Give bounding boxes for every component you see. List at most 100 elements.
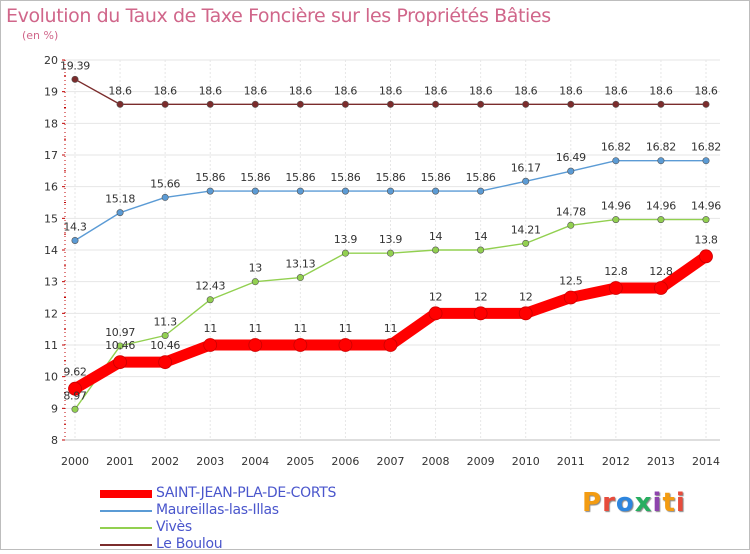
data-point — [158, 355, 173, 370]
y-tick-label: 13 — [44, 276, 58, 289]
data-label: 15.86 — [466, 171, 496, 184]
data-label: 14.21 — [511, 223, 541, 236]
legend-label: SAINT-JEAN-PLA-DE-CORTS — [156, 485, 337, 501]
data-point — [477, 246, 485, 254]
data-label: 15.86 — [330, 171, 360, 184]
x-tick-label: 2005 — [286, 455, 314, 468]
data-label: 19.39 — [60, 59, 90, 72]
y-tick-label: 20 — [44, 54, 58, 67]
legend-label: Maureillas-las-Illas — [156, 502, 279, 518]
data-point — [702, 216, 710, 224]
data-point — [341, 187, 349, 195]
data-point — [654, 281, 668, 295]
data-point — [657, 216, 665, 224]
data-label: 12 — [519, 290, 532, 303]
y-tick-label: 19 — [44, 86, 58, 99]
data-label: 14 — [429, 230, 443, 243]
x-tick-label: 2010 — [512, 455, 540, 468]
data-point — [432, 100, 440, 108]
legend-swatch-vives — [100, 527, 152, 529]
data-point — [341, 100, 349, 108]
x-tick-label: 2003 — [196, 455, 224, 468]
data-point — [386, 249, 394, 257]
y-tick-label: 14 — [44, 244, 58, 257]
y-tick-label: 9 — [51, 402, 58, 415]
y-tick-label: 11 — [44, 339, 58, 352]
data-label: 11 — [249, 322, 262, 335]
data-point — [161, 100, 169, 108]
proxiti-logo: Proxiti — [582, 488, 686, 518]
data-label: 13 — [249, 262, 263, 275]
data-point — [699, 249, 713, 264]
data-point — [338, 338, 353, 352]
x-tick-label: 2007 — [377, 455, 405, 468]
data-label: 14.78 — [556, 205, 586, 218]
data-label: 12.8 — [604, 265, 628, 278]
x-tick-label: 2001 — [106, 455, 134, 468]
data-label: 18.6 — [559, 84, 583, 97]
data-label: 18.6 — [424, 84, 448, 97]
data-point — [702, 157, 710, 165]
data-point — [113, 355, 127, 370]
data-point — [206, 296, 214, 304]
x-tick-label: 2013 — [647, 455, 675, 468]
data-point — [473, 306, 488, 321]
data-label: 16.82 — [601, 141, 631, 154]
data-point — [116, 100, 124, 108]
data-label: 16.82 — [691, 141, 721, 154]
data-label: 13.9 — [379, 233, 403, 246]
data-point — [206, 187, 214, 195]
data-label: 15.66 — [150, 177, 180, 190]
chart-subtitle: (en %) — [22, 29, 59, 42]
data-point — [251, 278, 259, 286]
x-tick-label: 2011 — [557, 455, 585, 468]
data-label: 12 — [429, 290, 442, 303]
data-point — [296, 274, 304, 282]
data-label: 12 — [474, 290, 487, 303]
data-point — [116, 209, 124, 217]
data-label: 12.43 — [195, 280, 225, 293]
data-point — [71, 237, 79, 245]
data-label: 15.86 — [240, 171, 270, 184]
data-point — [206, 100, 214, 108]
chart-title: Evolution du Taux de Taxe Foncière sur l… — [6, 5, 551, 27]
data-point — [428, 306, 443, 321]
y-tick-label: 8 — [51, 434, 58, 447]
data-label: 13.13 — [285, 258, 315, 271]
data-point — [612, 100, 620, 108]
data-label: 13.8 — [694, 233, 718, 246]
data-point — [612, 157, 620, 165]
data-label: 11 — [204, 322, 217, 335]
data-label: 16.49 — [556, 151, 586, 164]
data-label: 8.97 — [63, 389, 87, 402]
legend-swatch-saint-jean — [100, 490, 152, 498]
data-label: 18.6 — [244, 84, 268, 97]
data-point — [68, 381, 82, 396]
y-tick-label: 12 — [44, 307, 58, 320]
data-point — [567, 167, 575, 175]
data-point — [71, 405, 79, 413]
data-label: 12.8 — [649, 265, 673, 278]
data-label: 10.46 — [150, 339, 180, 352]
data-point — [203, 338, 218, 352]
legend-swatch-le-boulou — [100, 544, 152, 546]
legend-swatch-maureillas — [100, 510, 152, 512]
data-point — [612, 216, 620, 224]
data-label: 18.6 — [649, 84, 673, 97]
data-point — [702, 100, 710, 108]
x-tick-label: 2004 — [241, 455, 269, 468]
data-point — [161, 193, 169, 201]
data-point — [567, 100, 575, 108]
data-point — [386, 100, 394, 108]
data-point — [522, 100, 530, 108]
data-label: 9.62 — [63, 366, 86, 379]
data-point — [563, 290, 578, 305]
data-point — [251, 187, 259, 195]
data-label: 18.6 — [334, 84, 358, 97]
data-point — [296, 100, 304, 108]
data-point — [116, 342, 124, 350]
data-label: 14.96 — [691, 200, 721, 213]
data-label: 18.6 — [108, 84, 132, 97]
x-tick-label: 2006 — [331, 455, 359, 468]
